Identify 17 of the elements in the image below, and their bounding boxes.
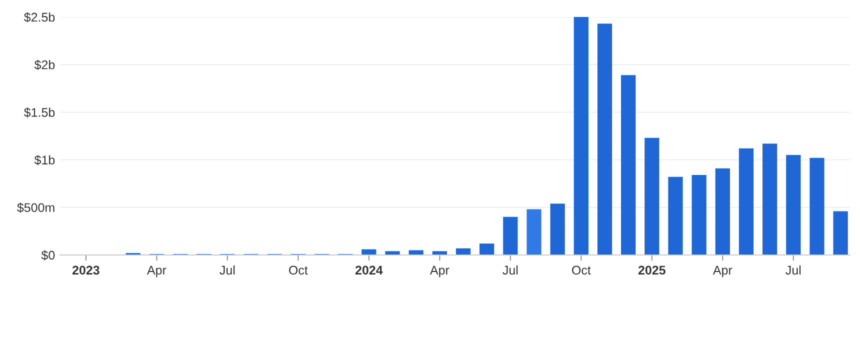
x-tick-label: 2025 <box>638 266 666 275</box>
x-tick-label: 2024 <box>355 266 383 275</box>
y-tick-label: $500m <box>17 202 54 213</box>
y-tick-label: $1.5b <box>24 107 55 118</box>
x-tick-label: Jul <box>786 265 801 275</box>
x-tick-label: Jul <box>502 265 518 275</box>
y-tick-label: $2b <box>34 60 55 70</box>
y-tick-label: $1b <box>34 155 55 166</box>
x-tick-label: Apr <box>430 266 450 278</box>
x-tick-label: Oct <box>289 266 308 275</box>
x-tick-label: Apr <box>712 266 732 278</box>
x-tick-label: Oct <box>572 266 591 275</box>
x-tick-label: Apr <box>146 266 166 278</box>
y-tick-label: $0 <box>41 250 55 260</box>
y-tick-label: $2.5b <box>24 12 55 22</box>
x-tick-label: 2023 <box>72 266 100 275</box>
x-tick-label: Jul <box>220 265 235 275</box>
